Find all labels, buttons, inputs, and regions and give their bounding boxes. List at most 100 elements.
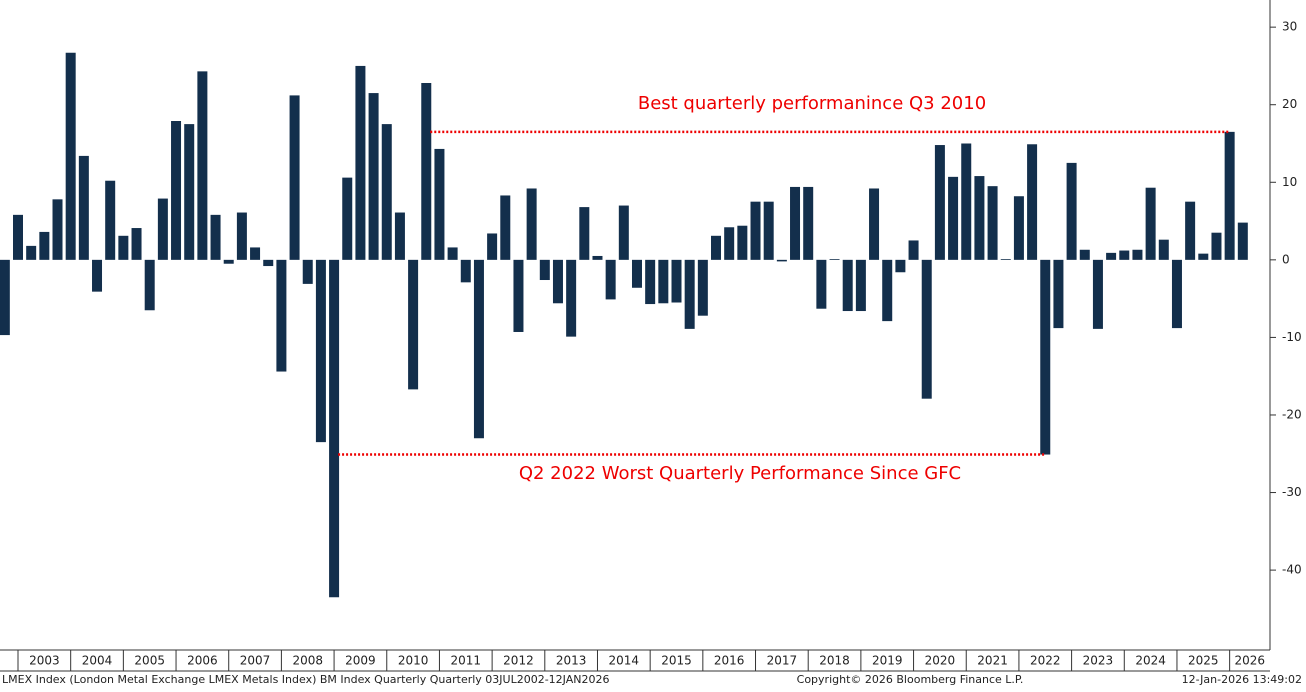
x-tick-label: 2015 xyxy=(661,654,692,668)
x-tick-label: 2012 xyxy=(503,654,534,668)
bar xyxy=(1066,162,1077,260)
bar xyxy=(329,259,340,598)
bar xyxy=(908,240,919,260)
bar xyxy=(105,180,116,260)
bar xyxy=(539,259,550,281)
bar xyxy=(434,148,445,260)
bar xyxy=(210,214,221,260)
bar xyxy=(526,188,537,260)
bar xyxy=(658,259,669,304)
bar xyxy=(26,245,37,260)
bar xyxy=(1158,239,1169,260)
bar xyxy=(1053,259,1064,329)
bar xyxy=(342,177,353,260)
bar xyxy=(605,259,616,300)
bar xyxy=(144,259,155,311)
bar xyxy=(1211,232,1222,260)
y-tick-label: 10 xyxy=(1282,175,1297,189)
bar xyxy=(1171,259,1182,329)
footer-left: LMEX Index (London Metal Exchange LMEX M… xyxy=(2,673,609,686)
x-tick-label: 2024 xyxy=(1135,654,1166,668)
x-tick-label: 2019 xyxy=(872,654,903,668)
bar xyxy=(460,259,471,283)
bar xyxy=(1198,253,1209,260)
bar xyxy=(131,228,142,260)
x-tick-label: 2014 xyxy=(609,654,640,668)
bar xyxy=(184,124,195,260)
bar xyxy=(618,205,629,260)
bar xyxy=(381,124,392,260)
bar xyxy=(816,259,827,309)
bar xyxy=(803,186,814,260)
bar xyxy=(289,95,300,260)
bar xyxy=(842,259,853,312)
bar xyxy=(763,201,774,260)
bar xyxy=(236,212,247,260)
bar xyxy=(684,259,695,329)
bar xyxy=(1185,201,1196,260)
x-tick-label: 2022 xyxy=(1030,654,1061,668)
bar xyxy=(869,188,880,260)
bar xyxy=(118,235,129,260)
bar xyxy=(500,195,511,260)
bar xyxy=(92,259,103,292)
bar xyxy=(961,143,972,260)
bar xyxy=(750,201,761,260)
bar xyxy=(934,145,945,260)
bar xyxy=(1027,144,1038,260)
bar xyxy=(1145,187,1156,260)
bar xyxy=(592,255,603,260)
x-tick-label: 2005 xyxy=(134,654,165,668)
bar xyxy=(315,259,326,443)
bar xyxy=(157,198,168,260)
x-tick-label: 2017 xyxy=(767,654,798,668)
bar xyxy=(1079,249,1090,260)
bar xyxy=(895,259,906,273)
x-tick-label: 2020 xyxy=(925,654,956,668)
bar xyxy=(974,176,985,260)
bar xyxy=(368,93,379,260)
bar xyxy=(671,259,682,303)
bar xyxy=(65,52,76,260)
bar xyxy=(276,259,287,372)
bar xyxy=(790,186,801,260)
bar xyxy=(737,225,748,260)
bar xyxy=(355,65,366,260)
bar xyxy=(855,259,866,312)
x-tick-label: 2008 xyxy=(292,654,323,668)
bar xyxy=(1013,196,1024,260)
bar xyxy=(829,259,840,260)
bar xyxy=(1000,259,1011,260)
x-tick-label: 2009 xyxy=(345,654,376,668)
footer-center: Copyright© 2026 Bloomberg Finance L.P. xyxy=(797,673,1024,686)
x-tick-label: 2016 xyxy=(714,654,745,668)
x-tick-label: 2023 xyxy=(1083,654,1114,668)
bar xyxy=(447,247,458,260)
bar xyxy=(223,259,234,264)
bar xyxy=(1132,249,1143,260)
bar xyxy=(197,71,208,260)
bar xyxy=(882,259,893,322)
y-tick-label: 20 xyxy=(1282,97,1297,111)
x-tick-label: 2026 xyxy=(1235,654,1266,668)
bar xyxy=(776,259,787,262)
bar xyxy=(1106,252,1117,260)
bar xyxy=(566,259,577,337)
bar xyxy=(552,259,563,304)
bar xyxy=(394,212,405,260)
x-tick-label: 2011 xyxy=(451,654,482,668)
x-tick-label: 2025 xyxy=(1188,654,1219,668)
y-tick-label: 0 xyxy=(1282,252,1290,266)
annotation-text: Best quarterly performanince Q3 2010 xyxy=(638,93,986,114)
bar xyxy=(0,259,10,336)
y-tick-label: -10 xyxy=(1282,330,1302,344)
x-tick-label: 2018 xyxy=(819,654,850,668)
y-tick-label: 30 xyxy=(1282,20,1297,34)
x-tick-label: 2004 xyxy=(82,654,113,668)
bar xyxy=(697,259,708,316)
x-tick-label: 2013 xyxy=(556,654,587,668)
bar xyxy=(78,155,89,260)
bar xyxy=(473,259,484,439)
